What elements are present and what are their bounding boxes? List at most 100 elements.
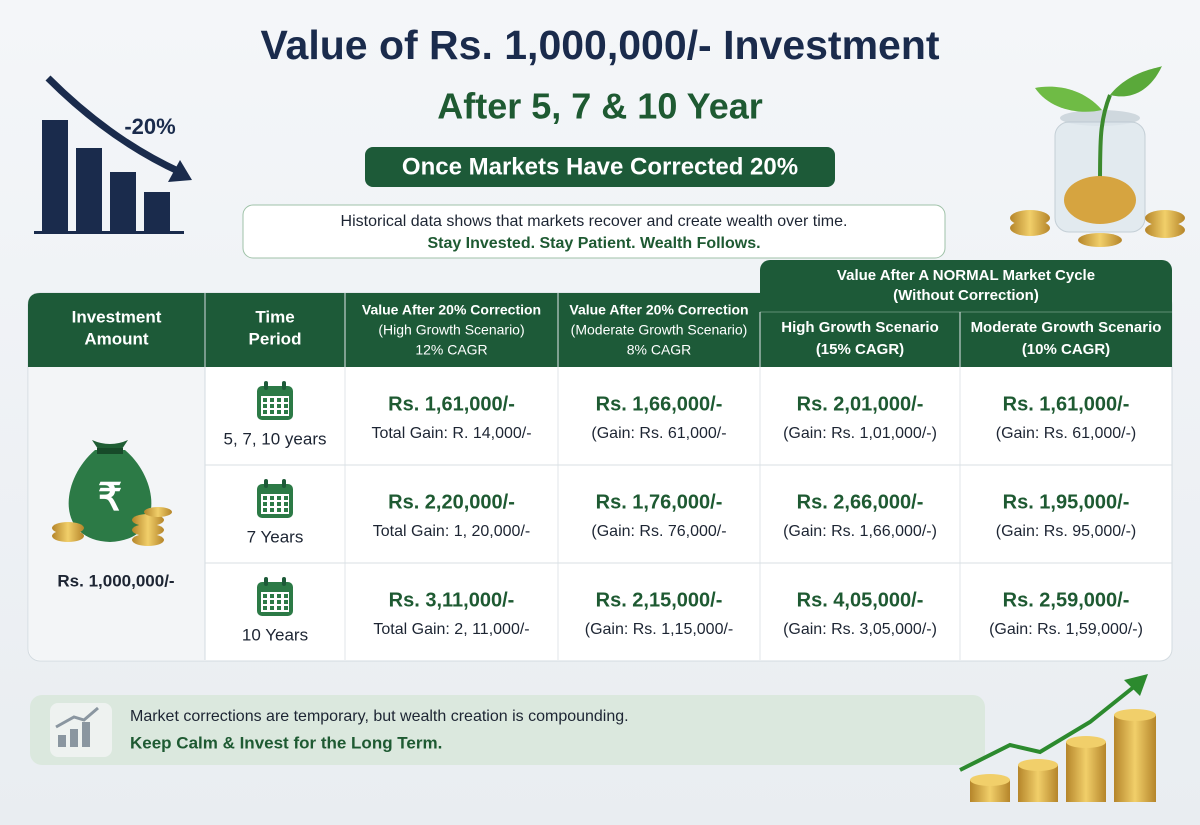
decline-icon bbox=[34, 75, 192, 234]
calendar-icon bbox=[284, 502, 288, 506]
cell-value: Rs. 1,61,000/- bbox=[388, 393, 515, 415]
calendar-icon bbox=[270, 606, 274, 610]
cell-gain: Total Gain: R. 14,000/- bbox=[371, 425, 531, 442]
cell-gain: (Gain: Rs. 61,000/- bbox=[591, 425, 726, 442]
calendar-icon bbox=[263, 600, 267, 604]
cell-gain: (Gain: Rs. 1,59,000/-) bbox=[989, 621, 1143, 638]
banner: Once Markets Have Corrected 20% bbox=[402, 153, 798, 180]
calendar-icon bbox=[284, 594, 288, 598]
calendar-icon bbox=[270, 404, 274, 408]
calendar-icon bbox=[277, 496, 281, 500]
cell-gain: (Gain: Rs. 61,000/-) bbox=[996, 425, 1137, 442]
cell-gain: (Gain: Rs. 1,66,000/-) bbox=[783, 523, 937, 540]
calendar-icon bbox=[277, 398, 281, 402]
intro-box bbox=[242, 204, 946, 259]
calendar-icon bbox=[264, 479, 268, 488]
cell-value: Rs. 3,11,000/- bbox=[389, 589, 515, 611]
cell-value: Rs. 4,05,000/- bbox=[797, 589, 924, 611]
calendar-icon bbox=[263, 398, 267, 402]
calendar-icon bbox=[277, 502, 281, 506]
cell-value: Rs. 1,66,000/- bbox=[596, 393, 723, 415]
calendar-icon bbox=[284, 410, 288, 414]
currency-symbol: ₹ bbox=[98, 477, 122, 519]
group-header: (Without Correction) bbox=[893, 287, 1039, 304]
calendar-icon bbox=[277, 410, 281, 414]
calendar-icon bbox=[284, 404, 288, 408]
cell-gain: Total Gain: 1, 20,000/- bbox=[373, 523, 530, 540]
footer-line: Market corrections are temporary, but we… bbox=[130, 708, 629, 725]
cell-value: Rs. 2,20,000/- bbox=[388, 491, 515, 513]
footer-icon bbox=[50, 703, 112, 757]
cell-gain: (Gain: Rs. 1,01,000/-) bbox=[783, 425, 937, 442]
cell-value: Rs. 1,76,000/- bbox=[596, 491, 723, 513]
calendar-icon bbox=[284, 606, 288, 610]
calendar-icon bbox=[270, 398, 274, 402]
calendar-icon bbox=[263, 410, 267, 414]
footer-emphasis: Keep Calm & Invest for the Long Term. bbox=[130, 733, 442, 752]
column-header: 8% CAGR bbox=[627, 342, 692, 358]
column-header: (10% CAGR) bbox=[1022, 341, 1110, 358]
money-bag-icon bbox=[52, 440, 172, 546]
calendar-icon bbox=[282, 577, 286, 586]
calendar-icon bbox=[264, 381, 268, 390]
cell-value: Rs. 1,61,000/- bbox=[1003, 393, 1130, 415]
column-header: Moderate Growth Scenario bbox=[971, 319, 1162, 336]
calendar-icon bbox=[284, 496, 288, 500]
column-header: High Growth Scenario bbox=[781, 319, 939, 336]
column-header: Period bbox=[249, 329, 302, 348]
banner-box bbox=[365, 147, 835, 187]
calendar-icon bbox=[277, 404, 281, 408]
cell-gain: (Gain: Rs. 95,000/-) bbox=[996, 523, 1137, 540]
column-header: Investment bbox=[72, 307, 162, 326]
column-header: (Moderate Growth Scenario) bbox=[571, 322, 748, 338]
header-row bbox=[760, 310, 1172, 367]
calendar-icon bbox=[284, 508, 288, 512]
plant-jar bbox=[1010, 66, 1185, 247]
calendar-icon bbox=[284, 600, 288, 604]
cell-value: Rs. 2,01,000/- bbox=[797, 393, 924, 415]
cell-value: Rs. 2,66,000/- bbox=[797, 491, 924, 513]
calendar-icon bbox=[261, 494, 289, 514]
time-period: 7 Years bbox=[247, 527, 304, 546]
column-header: (15% CAGR) bbox=[816, 341, 904, 358]
intro-line: Historical data shows that markets recov… bbox=[341, 213, 848, 230]
intro-emphasis: Stay Invested. Stay Patient. Wealth Foll… bbox=[427, 235, 760, 252]
calendar-icon bbox=[282, 479, 286, 488]
calendar-icon bbox=[277, 606, 281, 610]
title: Value of Rs. 1,000,000/- Investment bbox=[260, 22, 939, 68]
column-header: Amount bbox=[84, 329, 149, 348]
cell-gain: (Gain: Rs. 3,05,000/-) bbox=[783, 621, 937, 638]
calendar-icon bbox=[261, 396, 289, 416]
subtitle: After 5, 7 & 10 Year bbox=[437, 86, 763, 127]
investment-amount: Rs. 1,000,000/- bbox=[57, 571, 174, 590]
cell-value: Rs. 2,59,000/- bbox=[1003, 589, 1130, 611]
column-header: 12% CAGR bbox=[415, 342, 487, 358]
calendar-icon bbox=[263, 508, 267, 512]
calendar-icon bbox=[270, 496, 274, 500]
time-period: 10 Years bbox=[242, 625, 308, 644]
time-period: 5, 7, 10 years bbox=[223, 429, 326, 448]
rising-coins bbox=[959, 674, 1156, 802]
calendar-icon bbox=[284, 398, 288, 402]
calendar-icon bbox=[270, 502, 274, 506]
calendar-icon bbox=[261, 592, 289, 612]
cell-gain: (Gain: Rs. 76,000/- bbox=[591, 523, 726, 540]
calendar-icon bbox=[270, 600, 274, 604]
footer-box bbox=[30, 695, 985, 765]
calendar-icon bbox=[263, 502, 267, 506]
cell-value: Rs. 2,15,000/- bbox=[596, 589, 723, 611]
group-header: Value After A NORMAL Market Cycle bbox=[837, 267, 1095, 284]
calendar-icon bbox=[270, 508, 274, 512]
calendar-icon bbox=[277, 508, 281, 512]
column-header: Value After 20% Correction bbox=[569, 302, 748, 318]
column-header: Value After 20% Correction bbox=[362, 302, 541, 318]
calendar-icon bbox=[263, 404, 267, 408]
calendar-icon bbox=[263, 496, 267, 500]
calendar-icon bbox=[282, 381, 286, 390]
calendar-icon bbox=[270, 594, 274, 598]
calendar-icon bbox=[277, 600, 281, 604]
corner-label: -20% bbox=[124, 114, 175, 139]
table-content: Value After A NORMAL Market Cycle (Withou… bbox=[72, 267, 1172, 660]
cell-gain: Total Gain: 2, 11,000/- bbox=[373, 621, 529, 638]
